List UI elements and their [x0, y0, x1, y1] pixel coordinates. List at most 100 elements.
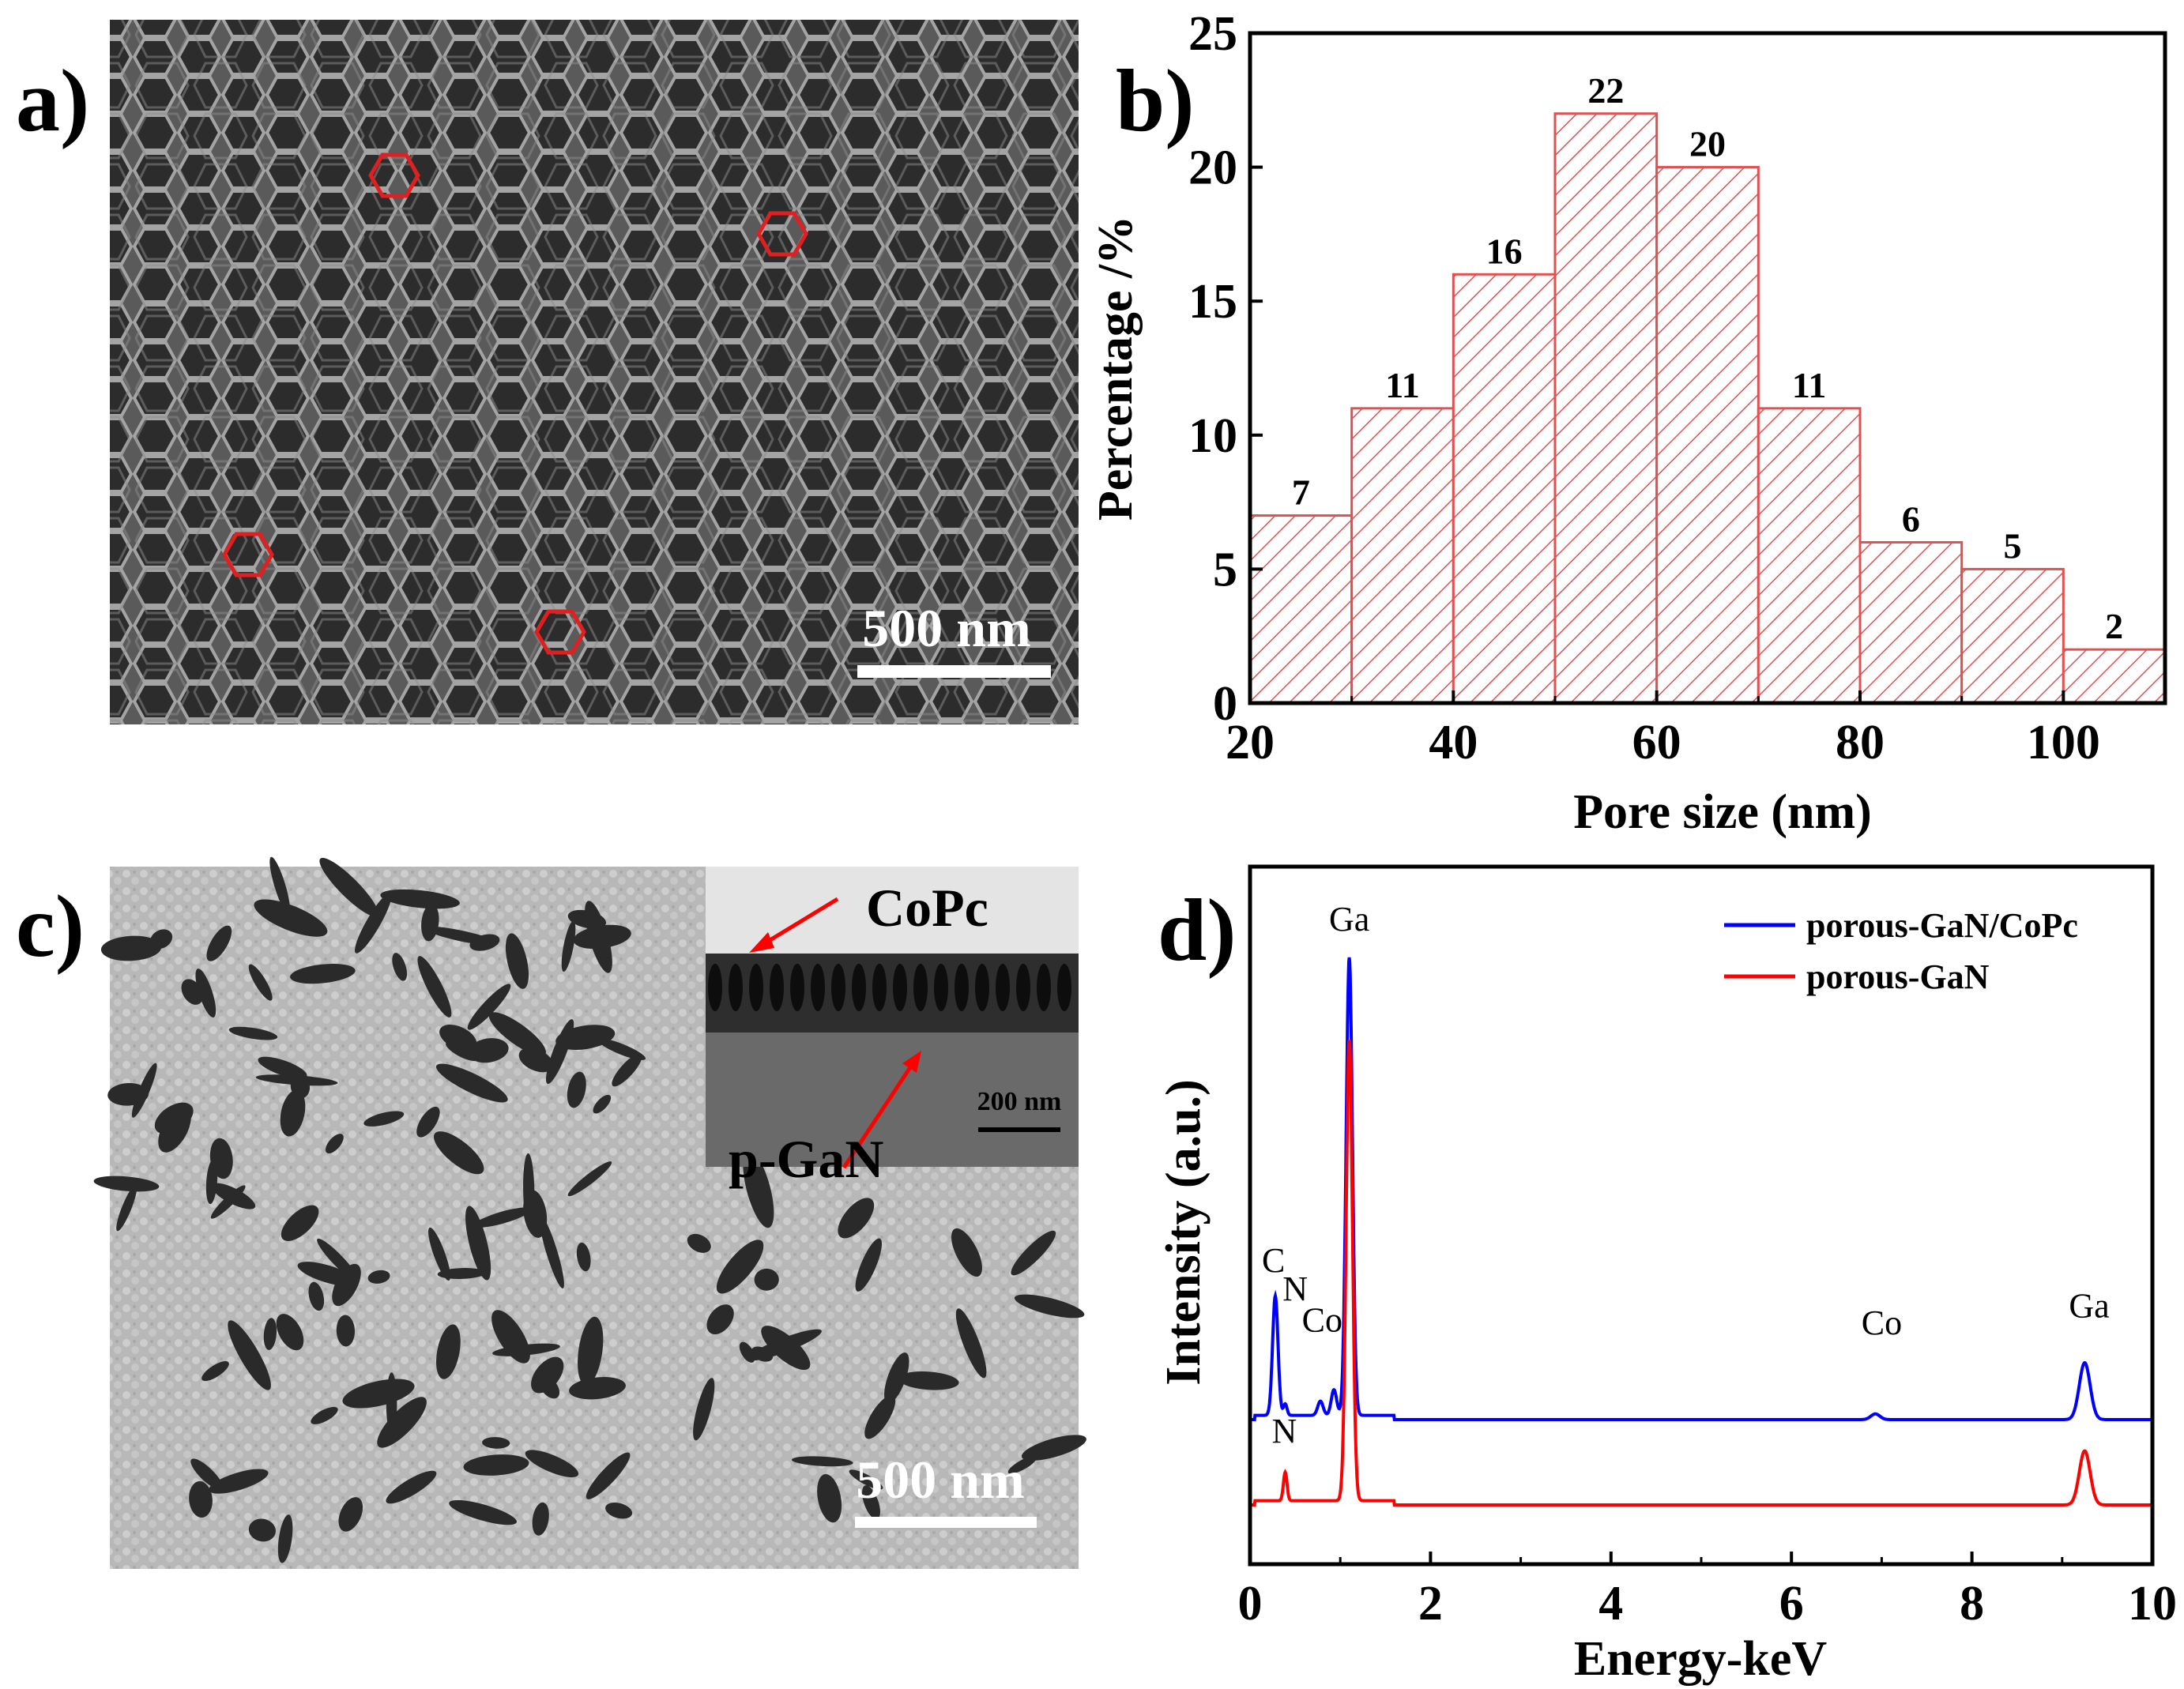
flake: [505, 933, 529, 989]
inset-pore: [1016, 964, 1030, 1011]
axis-ticks-b: 20 40 60 80 100 0 5 10 15 20 25: [1188, 7, 2100, 769]
y-tick-label-b: 20: [1188, 141, 1237, 195]
flake: [569, 1377, 626, 1400]
panel-label-a: a): [16, 52, 89, 150]
flake: [754, 1268, 779, 1291]
x-tick-label-d: 0: [1238, 1577, 1263, 1631]
flake: [116, 1184, 137, 1232]
flake: [377, 1397, 427, 1448]
flake: [463, 1454, 529, 1476]
x-tick-label-d: 8: [1960, 1577, 1984, 1631]
bar-value-label: 7: [1292, 472, 1310, 513]
flake: [687, 1233, 711, 1253]
axis-ticks-d: 0 2 4 6 8 10: [1238, 1552, 2177, 1631]
flake: [380, 889, 460, 909]
flake: [417, 956, 452, 1018]
x-tick-label-b: 40: [1429, 716, 1478, 769]
pore-marker: [222, 532, 274, 577]
flake: [532, 1502, 549, 1536]
scale-bar-a: [857, 665, 1051, 678]
inset-pore: [996, 964, 1010, 1011]
flake: [791, 1456, 853, 1467]
inset-pore: [729, 964, 743, 1011]
flake: [281, 1205, 319, 1241]
bar-value-label: 11: [1792, 365, 1826, 405]
flake: [838, 1198, 875, 1239]
inset-label-pgan: p-GaN: [729, 1129, 883, 1189]
inset-label-copc: CoPc: [866, 878, 988, 938]
flake: [1014, 1294, 1085, 1318]
inset-pore: [770, 964, 784, 1011]
flake: [355, 893, 392, 954]
flake: [276, 1314, 304, 1351]
element-label: Ga: [2069, 1286, 2109, 1325]
x-tick-label-d: 4: [1598, 1577, 1623, 1631]
flake: [593, 1094, 612, 1114]
inset-scale-bar: [978, 1127, 1060, 1132]
bar-value-label: 16: [1486, 231, 1523, 271]
flake: [567, 1071, 586, 1108]
flake: [446, 1040, 480, 1062]
arrow-pgan: [842, 1059, 917, 1169]
flake: [605, 1502, 633, 1519]
bar-value-label: 22: [1587, 70, 1624, 111]
x-tick-label-d: 2: [1418, 1577, 1443, 1631]
element-label: Ga: [1329, 900, 1369, 939]
panel-c: CoPc p-GaN 200 nm 500 nm c): [16, 856, 1086, 1569]
histogram-bar: [1757, 407, 1862, 705]
y-tick-label-b: 10: [1188, 409, 1237, 463]
y-tick-label-b: 15: [1188, 275, 1237, 329]
flake: [254, 899, 328, 937]
flake: [898, 1371, 959, 1390]
flake: [434, 1131, 484, 1175]
histogram-bar: [1553, 112, 1659, 705]
flake: [1011, 1230, 1056, 1276]
inset-cross-section: CoPc p-GaN 200 nm: [706, 867, 1079, 1189]
inset-pore: [1037, 964, 1051, 1011]
x-tick-label-b: 80: [1836, 716, 1885, 769]
y-tick-label-b: 25: [1188, 7, 1237, 61]
flake: [855, 1238, 882, 1292]
flake: [884, 1352, 909, 1404]
flake: [739, 1341, 755, 1363]
flake: [154, 1102, 194, 1134]
flake: [576, 1242, 591, 1272]
flake: [578, 1316, 604, 1386]
flake: [290, 963, 356, 984]
flake: [864, 1394, 896, 1439]
inset-pore: [893, 964, 907, 1011]
panel-a: 500 nm a): [16, 20, 1079, 724]
flake: [317, 1238, 359, 1282]
inset-scale-bar-label: 200 nm: [977, 1087, 1062, 1116]
element-label: Co: [1302, 1300, 1342, 1339]
flake: [743, 1149, 774, 1228]
flake: [201, 1361, 229, 1382]
flake: [449, 1499, 517, 1525]
flake: [955, 1308, 987, 1379]
bar-value-label: 2: [2105, 606, 2123, 646]
flake: [326, 1134, 344, 1154]
flake: [297, 1262, 357, 1287]
flake: [107, 1082, 149, 1106]
spectrum-red: [1250, 1040, 2152, 1507]
x-tick-label-b: 60: [1632, 716, 1681, 769]
flake: [1007, 1456, 1037, 1474]
inset-pore: [811, 964, 825, 1011]
flake: [258, 1056, 307, 1079]
bar-value-label: 6: [1902, 498, 1920, 539]
flake: [747, 1329, 822, 1361]
flake: [467, 984, 511, 1030]
flake: [482, 1437, 510, 1449]
flake: [189, 1480, 213, 1518]
panel-label-d: d): [1158, 882, 1237, 980]
flake: [862, 1485, 880, 1520]
flake: [586, 1452, 631, 1499]
flake: [269, 856, 291, 914]
histogram-bar: [1655, 166, 1760, 705]
histogram-bar: [1248, 514, 1354, 705]
legend: porous-GaN/CoPc porous-GaN: [1724, 906, 2078, 996]
flake: [539, 1215, 564, 1288]
